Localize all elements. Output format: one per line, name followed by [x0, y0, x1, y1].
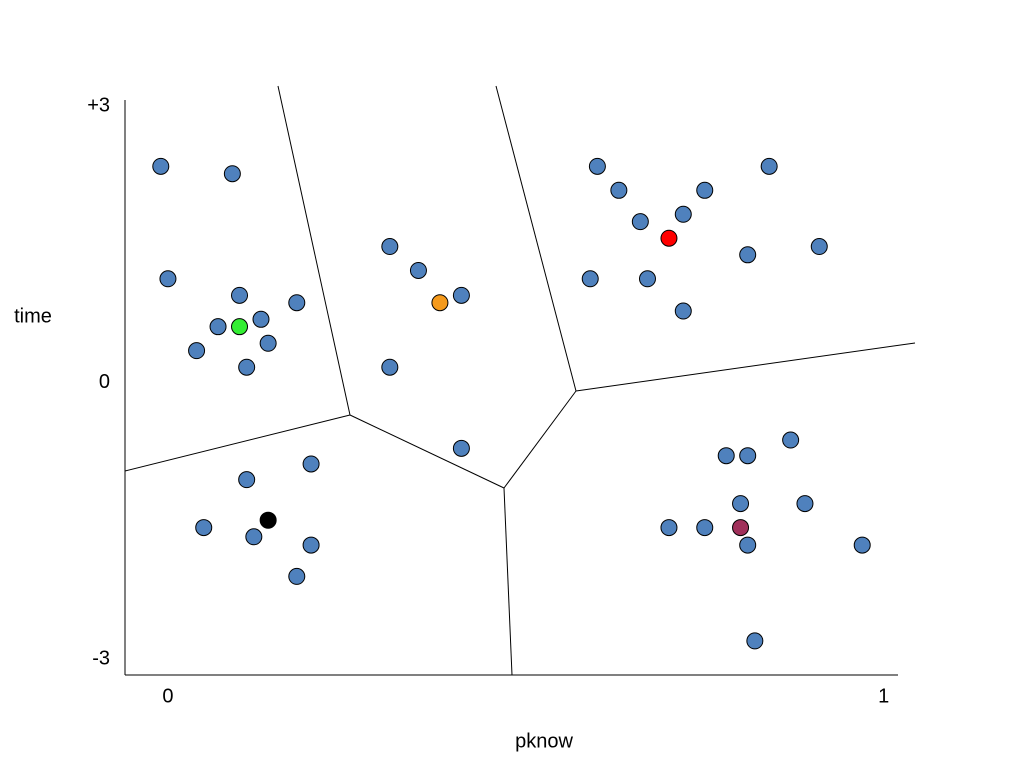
- boundary: [124, 414, 351, 472]
- point: [209, 318, 227, 336]
- point: [381, 358, 399, 376]
- point: [660, 229, 678, 247]
- point: [746, 632, 764, 650]
- x-tick-label: 1: [878, 685, 889, 707]
- point: [238, 471, 256, 489]
- voronoi-boundaries: [124, 85, 916, 676]
- point: [188, 342, 206, 360]
- point: [810, 238, 828, 256]
- boundary: [503, 390, 577, 489]
- point: [302, 455, 320, 473]
- point: [660, 519, 678, 537]
- point: [674, 302, 692, 320]
- point: [782, 431, 800, 449]
- point: [732, 495, 750, 513]
- point: [152, 157, 170, 175]
- point: [760, 157, 778, 175]
- y-axis-label: time: [14, 305, 52, 327]
- point: [245, 528, 263, 546]
- y-tick-label: 0: [99, 371, 110, 393]
- point: [732, 519, 750, 537]
- boundary: [349, 414, 505, 489]
- point: [302, 536, 320, 554]
- point: [223, 165, 241, 183]
- point: [231, 318, 249, 336]
- point: [252, 310, 270, 328]
- point: [853, 536, 871, 554]
- point: [381, 238, 399, 256]
- point: [739, 246, 757, 264]
- x-tick-label: 0: [162, 685, 173, 707]
- point: [796, 495, 814, 513]
- point: [231, 286, 249, 304]
- point: [195, 519, 213, 537]
- boundary: [503, 487, 513, 676]
- point: [696, 181, 714, 199]
- point: [452, 439, 470, 457]
- point: [288, 567, 306, 585]
- point: [259, 511, 277, 529]
- point: [238, 358, 256, 376]
- boundary: [495, 85, 577, 392]
- point: [610, 181, 628, 199]
- boundary: [575, 342, 916, 392]
- point: [159, 270, 177, 288]
- point: [581, 270, 599, 288]
- point: [739, 447, 757, 465]
- point: [631, 213, 649, 231]
- point: [638, 270, 656, 288]
- point: [674, 205, 692, 223]
- x-axis-label: pknow: [515, 730, 573, 752]
- point: [588, 157, 606, 175]
- point: [431, 294, 449, 312]
- boundary: [277, 85, 351, 416]
- point: [452, 286, 470, 304]
- point: [259, 334, 277, 352]
- y-tick-label: +3: [87, 95, 110, 117]
- y-tick-label: -3: [92, 648, 110, 670]
- point: [739, 536, 757, 554]
- point: [696, 519, 714, 537]
- point: [409, 261, 427, 279]
- point: [288, 294, 306, 312]
- point: [717, 447, 735, 465]
